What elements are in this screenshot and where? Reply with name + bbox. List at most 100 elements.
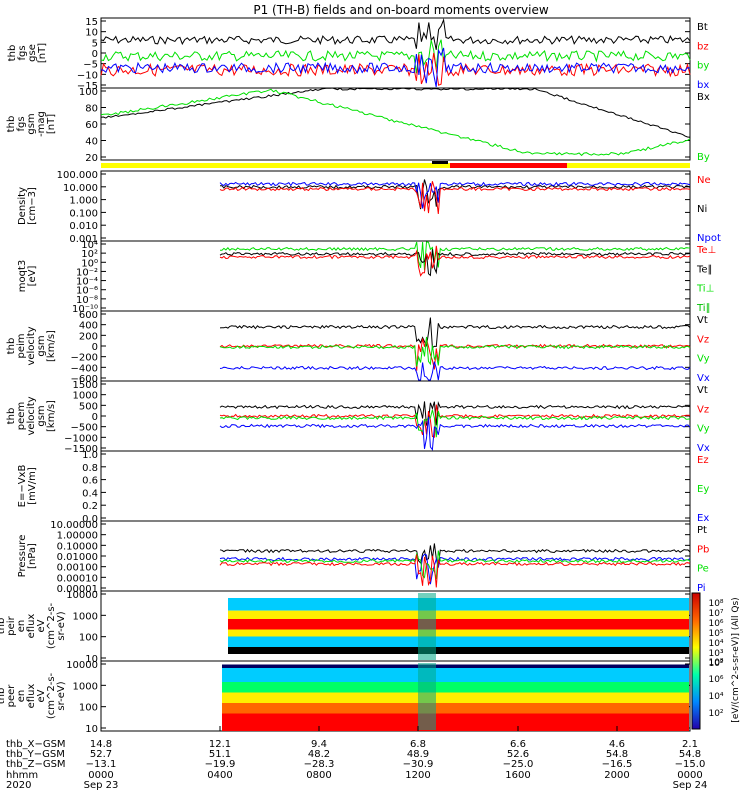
legend-Vz: Vz — [697, 404, 709, 415]
y-axis-label: velocity — [26, 396, 37, 435]
y-axis-label: peir — [6, 615, 17, 635]
colorbar-tick-label: 10⁸ — [708, 599, 723, 609]
ephemeris-time-value: 1200 — [405, 770, 430, 781]
y-axis-label: gsm — [26, 113, 37, 134]
panel-frame — [100, 450, 691, 522]
panel-fgs2: 100 80 60 40 20 thb fgs gsm -mag [nT] Bx By — [6, 87, 710, 164]
colorbar-tick-label: 10² — [708, 709, 723, 719]
y-tick-label: 200 — [79, 331, 98, 342]
colorbar-tick-label: 10⁵ — [708, 629, 723, 639]
y-tick-label: 80 — [85, 104, 98, 115]
y-axis-label: peer — [6, 684, 17, 708]
y-tick-label: 400 — [79, 321, 98, 332]
colorbar-tick-label: 10⁶ — [708, 619, 723, 629]
y-tick-label: 0.6 — [82, 476, 98, 487]
spectrogram-event — [418, 663, 436, 730]
series-line — [219, 543, 691, 567]
ephemeris-date-value: Sep 23 — [84, 780, 119, 791]
y-axis-label: E=−VxB — [17, 465, 28, 508]
y-tick-label: 0.01000 — [57, 552, 98, 563]
y-axis-label: -mag — [36, 111, 47, 137]
panel-density: 100.000 10.000 1.0000.100 0.010 0.001 Density… — [17, 170, 721, 245]
spectrogram-band — [228, 636, 689, 647]
y-tick-label: 500 — [79, 401, 98, 412]
y-axis-label: thb — [6, 116, 17, 133]
spectrogram-band — [228, 647, 689, 654]
colorbar-tick-label: 10⁴ — [708, 692, 723, 702]
ephemeris-time-value: 2000 — [604, 770, 629, 781]
y-tick-label: 0 — [92, 342, 98, 353]
series-line — [219, 249, 691, 277]
y-tick-label: 10 — [85, 724, 98, 735]
series-line — [219, 409, 691, 438]
panel-pressure: 10.000001.000000.100000.010000.001000.00… — [17, 520, 709, 595]
series-line — [100, 39, 691, 74]
y-tick-label: 100 — [79, 633, 98, 644]
y-axis-label: eV — [36, 619, 47, 632]
y-tick-label: 0.0 — [82, 514, 98, 525]
ephemeris-z-value: −30.9 — [403, 759, 434, 770]
y-tick-label: 0.10000 — [57, 541, 98, 552]
ephemeris-z-value: −19.9 — [205, 759, 236, 770]
y-tick-label: 60 — [85, 120, 98, 131]
y-tick-label: 1500 — [73, 380, 98, 391]
series-line — [219, 181, 691, 214]
y-tick-label: 10⁴ — [81, 240, 98, 251]
mode-bar-black — [432, 161, 448, 164]
y-tick-label: −15 — [77, 81, 98, 92]
y-axis-label: moqt3 — [17, 260, 28, 293]
y-axis-label: eflux — [26, 614, 37, 639]
y-tick-label: 0.00010 — [57, 573, 98, 584]
panel-frame — [100, 520, 691, 592]
y-axis-label: peem — [16, 402, 27, 430]
y-axis-label: thb — [0, 618, 7, 635]
y-axis-label: [nPa] — [27, 543, 38, 569]
y-tick-label: 1.000 — [69, 196, 98, 207]
panel-peir: 10000 1000 100 10 thb peir en eflux eV (cm^2-s-sr… — [0, 590, 691, 665]
y-axis-label: en — [16, 620, 27, 633]
y-tick-label: 10⁰ — [81, 258, 98, 269]
spectrogram-band — [228, 598, 689, 611]
colorbar-tick-label: 10² — [708, 659, 723, 669]
series-line — [219, 245, 691, 277]
series-line — [100, 17, 691, 50]
colorbar-label: [eV/(cm^2-s-sr-eV)] (All Qs) — [731, 597, 741, 722]
ephemeris-x-value: 12.1 — [209, 739, 231, 750]
legend-Vz: Vz — [697, 334, 709, 345]
ephemeris-row-label: 2020 — [6, 780, 31, 791]
legend-Ex: Ex — [697, 513, 709, 524]
y-tick-label: 20 — [85, 153, 98, 164]
legend-Vx: Vx — [697, 443, 710, 454]
legend-Vt: Vt — [697, 315, 708, 326]
series-line-Bx — [100, 87, 691, 138]
legend-Bt: Bt — [697, 22, 708, 33]
ephemeris-x-value: 4.6 — [609, 739, 625, 750]
y-tick-label: −1500 — [64, 444, 98, 455]
y-tick-label: 10 — [85, 654, 98, 665]
ephemeris-time-value: 1600 — [505, 770, 530, 781]
ephemeris-row-label: thb_X−GSM — [6, 739, 66, 750]
y-tick-label: 10.00000 — [50, 520, 98, 531]
legend-Vt: Vt — [697, 385, 708, 396]
ephemeris-row-label: thb_Y−GSM — [6, 749, 65, 760]
y-tick-label: 5 — [92, 38, 98, 49]
y-tick-label: 0.001 — [69, 234, 98, 245]
series-line — [219, 337, 691, 371]
y-axis-label: [nT] — [37, 43, 48, 63]
legend-Ez: Ez — [697, 455, 709, 466]
y-tick-label: 10000 — [66, 660, 98, 671]
legend-Te⊥: Te⊥ — [696, 245, 716, 256]
ephemeris-row-label: hhmm — [6, 770, 38, 781]
spectrogram-band — [222, 692, 689, 703]
legend-Npot: Npot — [697, 233, 721, 244]
y-tick-label: 0.010 — [69, 221, 98, 232]
y-tick-label: −500 — [71, 423, 98, 434]
y-tick-label: 600 — [79, 310, 98, 321]
y-axis-label: gse — [27, 44, 38, 62]
y-axis-label: velocity — [26, 326, 37, 365]
series-line — [219, 336, 691, 367]
ephemeris-y-value: 52.7 — [90, 749, 112, 760]
